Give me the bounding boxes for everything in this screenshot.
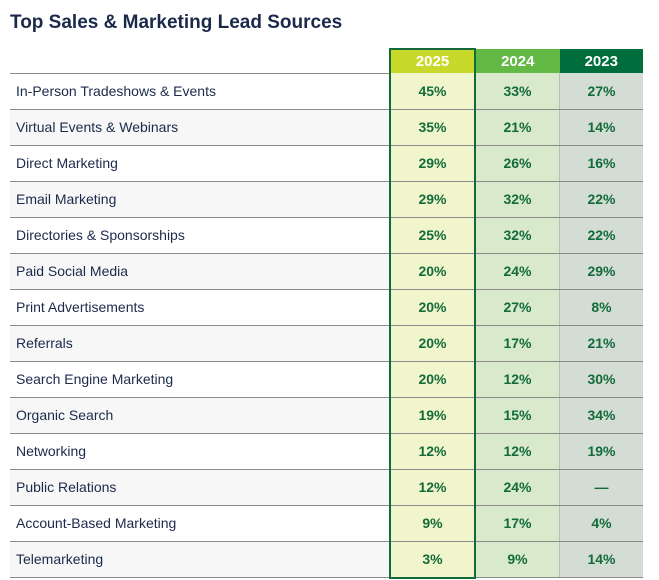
header-row: 2025 2024 2023 bbox=[10, 48, 643, 74]
row-label: Account-Based Marketing bbox=[10, 505, 391, 542]
value-cell-2024: 15% bbox=[475, 397, 560, 434]
value-cell-2023: — bbox=[559, 469, 643, 506]
value-cell-2025: 20% bbox=[389, 325, 476, 362]
value-cell-2023: 30% bbox=[559, 361, 643, 398]
row-label: Referrals bbox=[10, 325, 391, 362]
value-cell-2023: 34% bbox=[559, 397, 643, 434]
value-cell-2025: 29% bbox=[389, 145, 476, 182]
table-row: Search Engine Marketing 20% 12% 30% bbox=[10, 361, 643, 398]
value-cell-2025: 12% bbox=[389, 469, 476, 506]
value-cell-2024: 33% bbox=[475, 73, 560, 110]
row-label: Print Advertisements bbox=[10, 289, 391, 326]
value-cell-2024: 17% bbox=[475, 325, 560, 362]
value-cell-2024: 32% bbox=[475, 181, 560, 218]
value-cell-2023: 8% bbox=[559, 289, 643, 326]
lead-sources-table: 2025 2024 2023 In-Person Tradeshows & Ev… bbox=[10, 48, 643, 579]
value-cell-2024: 17% bbox=[475, 505, 560, 542]
header-2024: 2024 bbox=[475, 49, 560, 73]
row-label: Organic Search bbox=[10, 397, 391, 434]
table-row: Telemarketing 3% 9% 14% bbox=[10, 541, 643, 579]
value-cell-2023: 4% bbox=[559, 505, 643, 542]
value-cell-2024: 12% bbox=[475, 361, 560, 398]
table-row: Direct Marketing 29% 26% 16% bbox=[10, 145, 643, 182]
value-cell-2025: 45% bbox=[389, 73, 476, 110]
value-cell-2025: 3% bbox=[389, 541, 476, 579]
table-row: Paid Social Media 20% 24% 29% bbox=[10, 253, 643, 290]
value-cell-2025: 20% bbox=[389, 361, 476, 398]
header-blank bbox=[10, 49, 390, 74]
table-row: Public Relations 12% 24% — bbox=[10, 469, 643, 506]
value-cell-2025: 29% bbox=[389, 181, 476, 218]
row-label: Telemarketing bbox=[10, 541, 391, 578]
table-row: Email Marketing 29% 32% 22% bbox=[10, 181, 643, 218]
table-row: Directories & Sponsorships 25% 32% 22% bbox=[10, 217, 643, 254]
value-cell-2025: 35% bbox=[389, 109, 476, 146]
table-row: Account-Based Marketing 9% 17% 4% bbox=[10, 505, 643, 542]
value-cell-2023: 27% bbox=[559, 73, 643, 110]
value-cell-2024: 21% bbox=[475, 109, 560, 146]
table-row: Referrals 20% 17% 21% bbox=[10, 325, 643, 362]
table-row: Print Advertisements 20% 27% 8% bbox=[10, 289, 643, 326]
value-cell-2024: 24% bbox=[475, 253, 560, 290]
value-cell-2025: 19% bbox=[389, 397, 476, 434]
value-cell-2023: 29% bbox=[559, 253, 643, 290]
value-cell-2024: 27% bbox=[475, 289, 560, 326]
table-row: Organic Search 19% 15% 34% bbox=[10, 397, 643, 434]
value-cell-2023: 22% bbox=[559, 217, 643, 254]
header-2023: 2023 bbox=[559, 49, 643, 73]
row-label: Directories & Sponsorships bbox=[10, 217, 391, 254]
value-cell-2023: 14% bbox=[559, 541, 643, 578]
value-cell-2024: 24% bbox=[475, 469, 560, 506]
row-label: Networking bbox=[10, 433, 391, 470]
row-label: Search Engine Marketing bbox=[10, 361, 391, 398]
header-2025: 2025 bbox=[389, 48, 476, 73]
value-cell-2025: 20% bbox=[389, 253, 476, 290]
value-cell-2025: 25% bbox=[389, 217, 476, 254]
row-label: In-Person Tradeshows & Events bbox=[10, 73, 391, 110]
value-cell-2025: 9% bbox=[389, 505, 476, 542]
row-label: Direct Marketing bbox=[10, 145, 391, 182]
value-cell-2024: 32% bbox=[475, 217, 560, 254]
value-cell-2024: 9% bbox=[475, 541, 560, 578]
row-label: Virtual Events & Webinars bbox=[10, 109, 391, 146]
value-cell-2023: 19% bbox=[559, 433, 643, 470]
chart-title: Top Sales & Marketing Lead Sources bbox=[10, 12, 343, 33]
value-cell-2025: 20% bbox=[389, 289, 476, 326]
value-cell-2023: 14% bbox=[559, 109, 643, 146]
value-cell-2023: 16% bbox=[559, 145, 643, 182]
value-cell-2024: 12% bbox=[475, 433, 560, 470]
value-cell-2025: 12% bbox=[389, 433, 476, 470]
row-label: Paid Social Media bbox=[10, 253, 391, 290]
row-label: Email Marketing bbox=[10, 181, 391, 218]
value-cell-2024: 26% bbox=[475, 145, 560, 182]
table-row: Networking 12% 12% 19% bbox=[10, 433, 643, 470]
row-label: Public Relations bbox=[10, 469, 391, 506]
value-cell-2023: 22% bbox=[559, 181, 643, 218]
table-row: Virtual Events & Webinars 35% 21% 14% bbox=[10, 109, 643, 146]
value-cell-2023: 21% bbox=[559, 325, 643, 362]
table-row: In-Person Tradeshows & Events 45% 33% 27% bbox=[10, 73, 643, 110]
